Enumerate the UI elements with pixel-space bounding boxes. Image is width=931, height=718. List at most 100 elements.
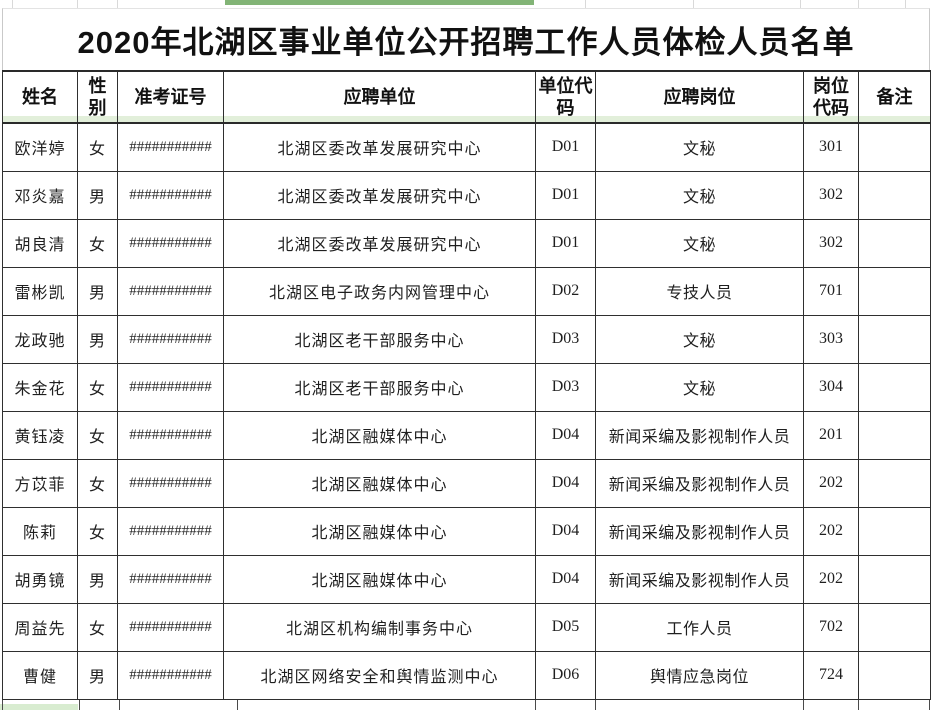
cell-unit: 北湖区机构编制事务中心 [223, 602, 536, 652]
gridline [535, 699, 536, 710]
cell-position: 新闻采编及影视制作人员 [595, 506, 804, 556]
cell-position: 文秘 [595, 170, 804, 220]
gridline [800, 0, 801, 8]
cell-ticket-no: ########### [117, 314, 224, 364]
cell-gender: 女 [77, 602, 118, 652]
gridline [595, 699, 596, 710]
cell-unit-code: D01 [535, 122, 596, 172]
cell-gender: 女 [77, 458, 118, 508]
cell-position-code: 724 [803, 650, 859, 700]
cell-remark [858, 266, 931, 316]
cell-position-code: 304 [803, 362, 859, 412]
table-row: 胡良清 女 ########### 北湖区委改革发展研究中心 D01 文秘 30… [2, 218, 931, 268]
green-artifact [0, 703, 78, 710]
cell-position-code: 301 [803, 122, 859, 172]
table-row: 曹健 男 ########### 北湖区网络安全和舆情监测中心 D06 舆情应急… [2, 650, 931, 700]
cell-position: 新闻采编及影视制作人员 [595, 410, 804, 460]
sheet-bottom-strip [0, 699, 931, 710]
cell-unit-code: D02 [535, 266, 596, 316]
cell-ticket-no: ########### [117, 122, 224, 172]
cell-position-code: 702 [803, 602, 859, 652]
cell-position: 舆情应急岗位 [595, 650, 804, 700]
cell-remark [858, 218, 931, 268]
cell-position: 文秘 [595, 362, 804, 412]
table-row: 雷彬凯 男 ########### 北湖区电子政务内网管理中心 D02 专技人员… [2, 266, 931, 316]
cell-name: 龙政驰 [2, 314, 78, 364]
gridline [119, 699, 120, 710]
col-header-position: 应聘岗位 [595, 70, 804, 124]
cell-gender: 女 [77, 218, 118, 268]
cell-ticket-no: ########### [117, 650, 224, 700]
cell-position-code: 202 [803, 458, 859, 508]
cell-name: 胡勇镜 [2, 554, 78, 604]
cell-unit: 北湖区融媒体中心 [223, 506, 536, 556]
cell-position: 文秘 [595, 314, 804, 364]
cell-gender: 男 [77, 170, 118, 220]
cell-position: 文秘 [595, 218, 804, 268]
cell-unit-code: D04 [535, 410, 596, 460]
cell-ticket-no: ########### [117, 458, 224, 508]
cell-position: 新闻采编及影视制作人员 [595, 554, 804, 604]
cell-unit: 北湖区老干部服务中心 [223, 314, 536, 364]
title-row: 2020年北湖区事业单位公开招聘工作人员体检人员名单 [2, 8, 930, 70]
cell-remark [858, 170, 931, 220]
gridline [12, 0, 13, 8]
cell-position-code: 303 [803, 314, 859, 364]
cell-position-code: 202 [803, 506, 859, 556]
gridline [117, 0, 118, 8]
cell-unit-code: D04 [535, 458, 596, 508]
cell-unit-code: D03 [535, 362, 596, 412]
cell-ticket-no: ########### [117, 602, 224, 652]
cell-gender: 女 [77, 506, 118, 556]
table-row: 周益先 女 ########### 北湖区机构编制事务中心 D05 工作人员 7… [2, 602, 931, 652]
cell-position-code: 302 [803, 170, 859, 220]
cell-unit: 北湖区电子政务内网管理中心 [223, 266, 536, 316]
cell-unit-code: D03 [535, 314, 596, 364]
col-header-gender: 性别 [77, 70, 118, 124]
cell-remark [858, 122, 931, 172]
gridline [585, 0, 586, 8]
cell-unit: 北湖区老干部服务中心 [223, 362, 536, 412]
cell-position: 专技人员 [595, 266, 804, 316]
table-row: 陈莉 女 ########### 北湖区融媒体中心 D04 新闻采编及影视制作人… [2, 506, 931, 556]
col-header-name: 姓名 [2, 70, 78, 124]
cell-unit: 北湖区融媒体中心 [223, 410, 536, 460]
cell-position-code: 302 [803, 218, 859, 268]
cell-name: 方苡菲 [2, 458, 78, 508]
gridline [77, 0, 78, 8]
cell-gender: 女 [77, 362, 118, 412]
cell-unit-code: D01 [535, 170, 596, 220]
col-header-unit-code: 单位代码 [535, 70, 596, 124]
table-body: 欧洋婷 女 ########### 北湖区委改革发展研究中心 D01 文秘 30… [2, 122, 931, 700]
cell-remark [858, 458, 931, 508]
green-cell-fill-bar [225, 0, 534, 5]
cell-remark [858, 602, 931, 652]
cell-unit-code: D05 [535, 602, 596, 652]
gridline [929, 699, 930, 710]
table-row: 邓炎嘉 男 ########### 北湖区委改革发展研究中心 D01 文秘 30… [2, 170, 931, 220]
table-row: 黄钰凌 女 ########### 北湖区融媒体中心 D04 新闻采编及影视制作… [2, 410, 931, 460]
table-header-row: 姓名 性别 准考证号 应聘单位 单位代码 应聘岗位 岗位代码 备注 [2, 70, 931, 124]
cell-name: 欧洋婷 [2, 122, 78, 172]
col-header-unit: 应聘单位 [223, 70, 536, 124]
cell-unit: 北湖区融媒体中心 [223, 458, 536, 508]
table-row: 方苡菲 女 ########### 北湖区融媒体中心 D04 新闻采编及影视制作… [2, 458, 931, 508]
cell-gender: 男 [77, 650, 118, 700]
gridline [2, 699, 3, 710]
roster-table: 姓名 性别 准考证号 应聘单位 单位代码 应聘岗位 岗位代码 备注 欧洋婷 女 … [2, 70, 931, 700]
cell-ticket-no: ########### [117, 506, 224, 556]
cell-ticket-no: ########### [117, 170, 224, 220]
cell-name: 邓炎嘉 [2, 170, 78, 220]
cell-name: 胡良清 [2, 218, 78, 268]
cell-gender: 女 [77, 410, 118, 460]
cell-unit-code: D01 [535, 218, 596, 268]
table-row: 朱金花 女 ########### 北湖区老干部服务中心 D03 文秘 304 [2, 362, 931, 412]
table-row: 胡勇镜 男 ########### 北湖区融媒体中心 D04 新闻采编及影视制作… [2, 554, 931, 604]
cell-unit-code: D06 [535, 650, 596, 700]
cell-unit-code: D04 [535, 554, 596, 604]
cell-unit: 北湖区融媒体中心 [223, 554, 536, 604]
cell-name: 周益先 [2, 602, 78, 652]
cell-remark [858, 362, 931, 412]
cell-name: 陈莉 [2, 506, 78, 556]
